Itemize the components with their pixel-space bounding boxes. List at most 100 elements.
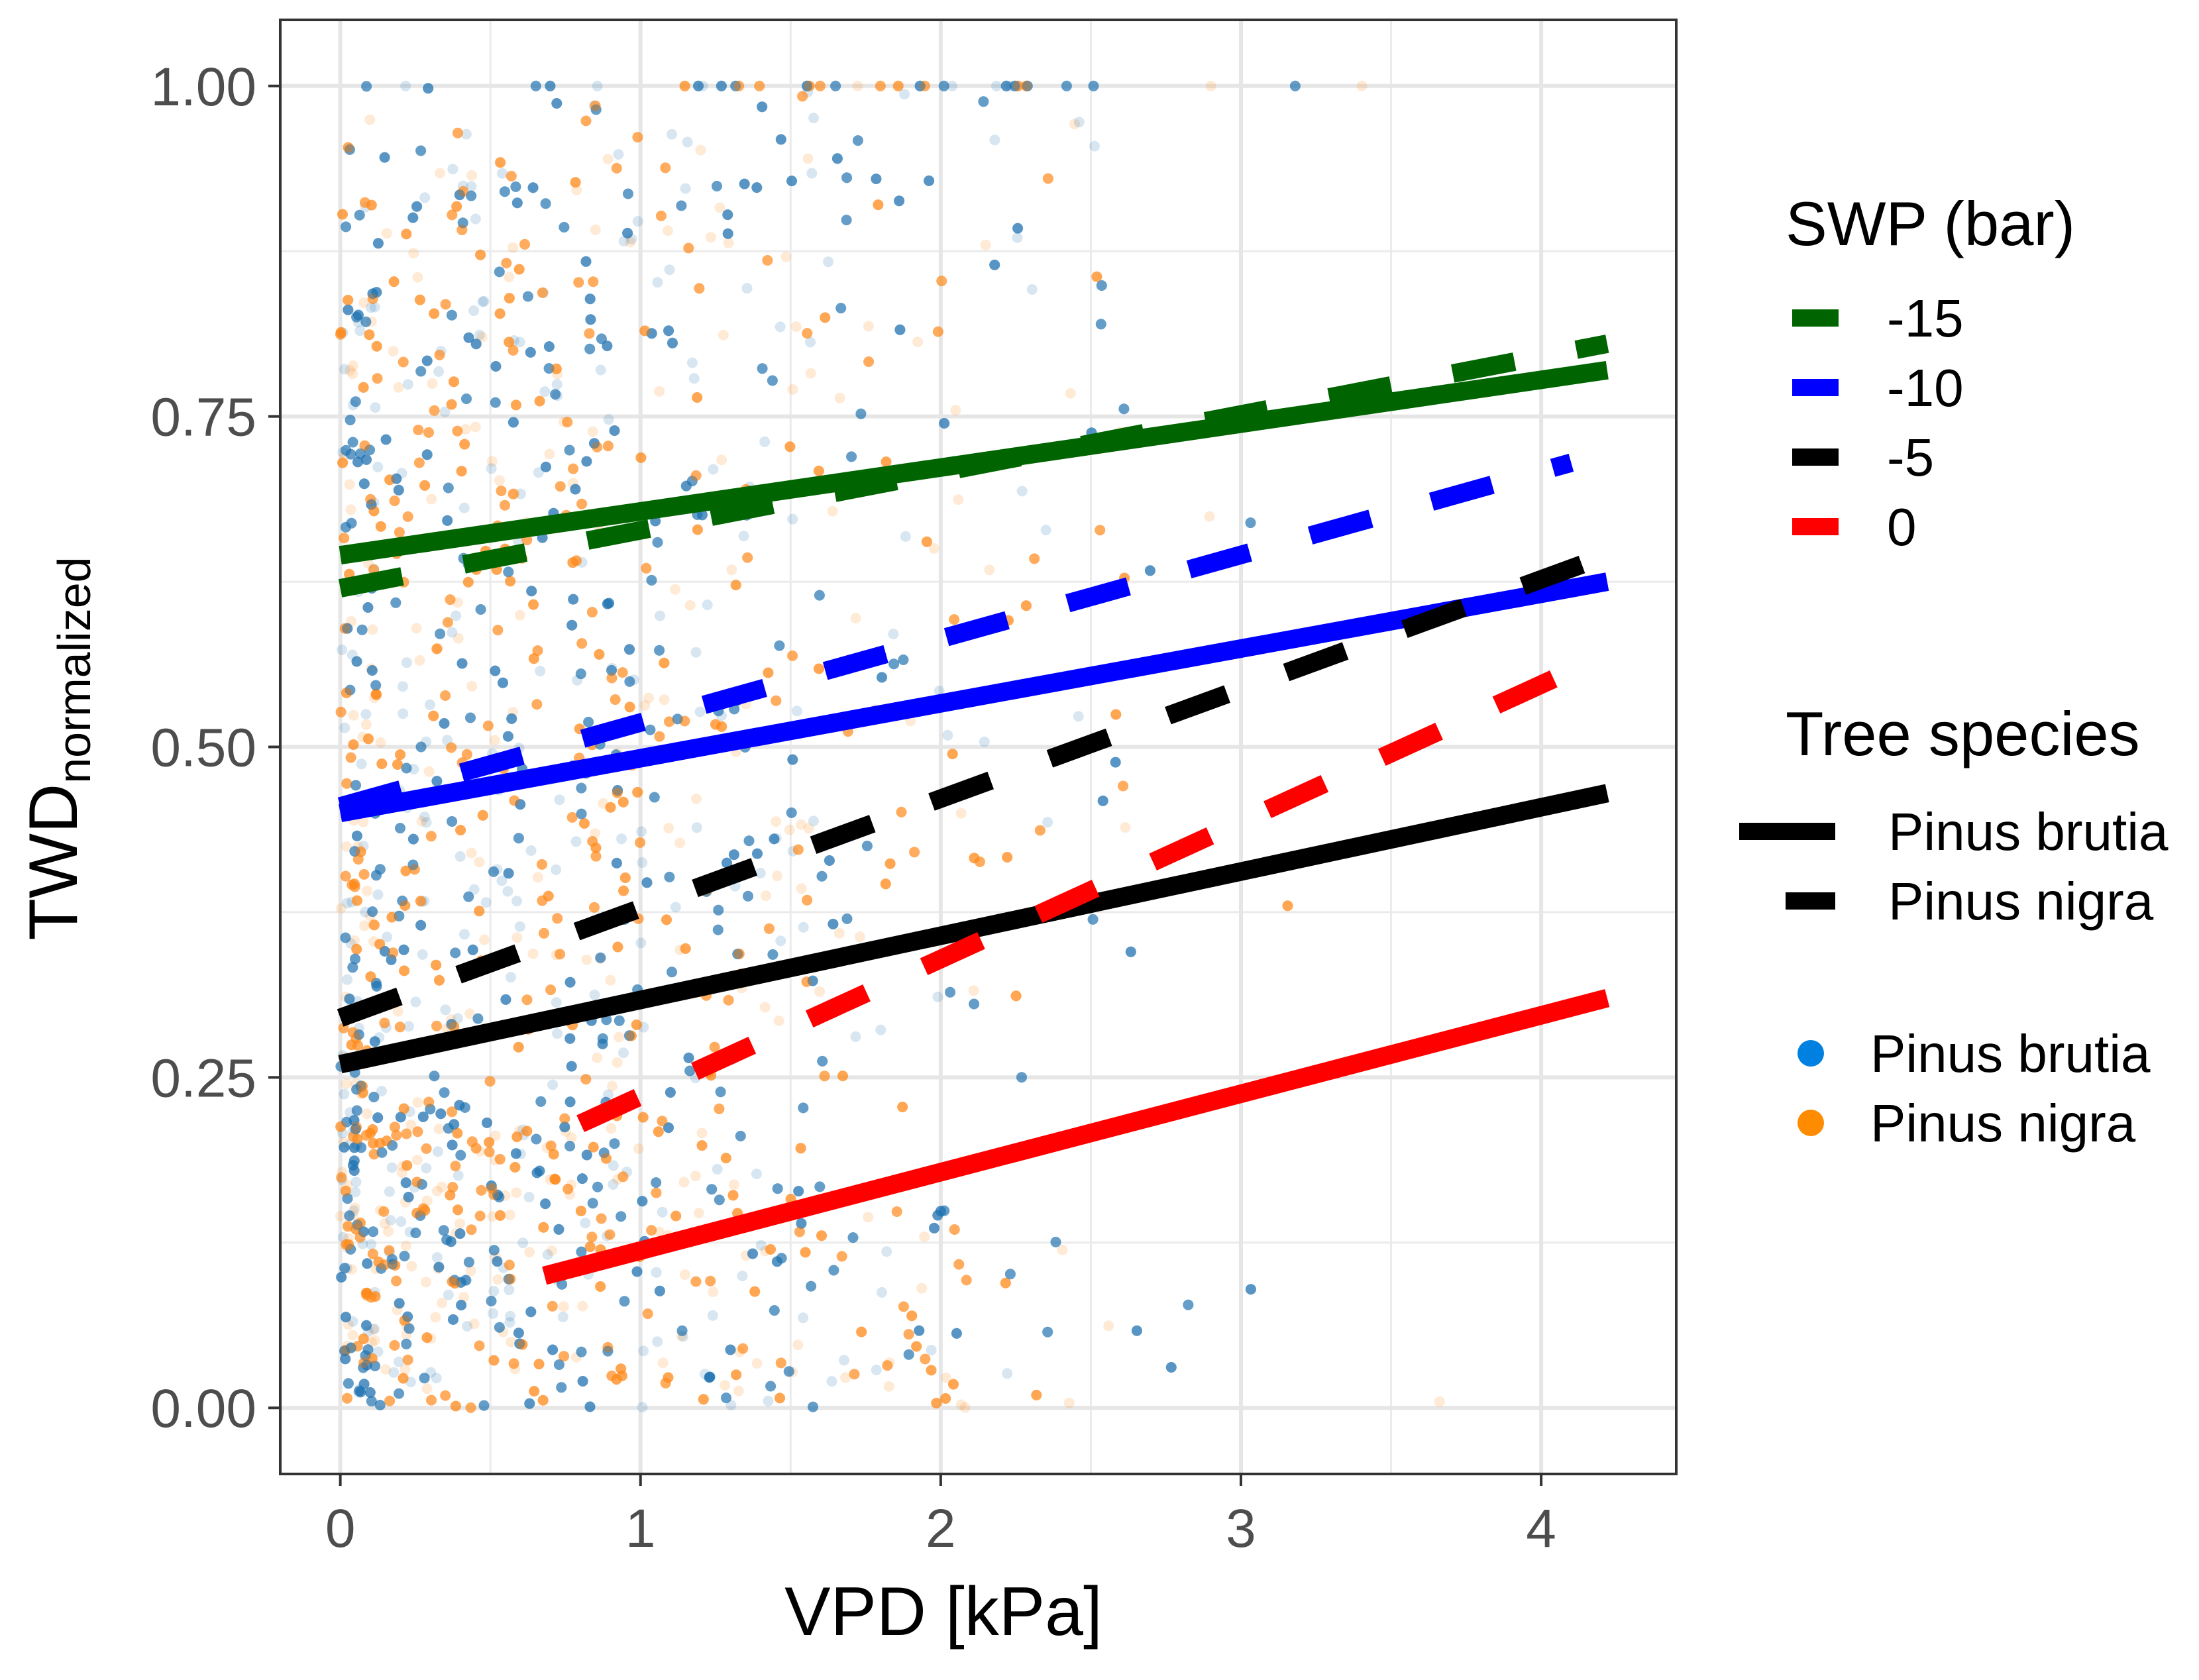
point-pinus-brutia — [728, 849, 739, 861]
point-pinus-brutia — [404, 1226, 415, 1237]
point-pinus-brutia — [496, 875, 508, 886]
point-pinus-brutia — [551, 379, 563, 390]
point-pinus-brutia — [370, 402, 381, 413]
point-pinus-brutia — [419, 1373, 430, 1384]
point-pinus-nigra — [612, 1174, 623, 1185]
point-pinus-brutia — [846, 451, 857, 462]
point-pinus-brutia — [339, 1088, 350, 1100]
point-pinus-brutia — [361, 454, 372, 465]
point-pinus-brutia — [522, 291, 533, 302]
point-pinus-brutia — [559, 1122, 570, 1133]
point-pinus-brutia — [796, 1218, 807, 1229]
point-pinus-nigra — [356, 1088, 366, 1100]
point-pinus-brutia — [513, 1328, 524, 1339]
point-pinus-brutia — [1125, 946, 1136, 957]
point-pinus-nigra — [452, 1128, 463, 1139]
point-pinus-nigra — [490, 1251, 502, 1263]
point-pinus-nigra — [383, 1226, 394, 1237]
point-pinus-nigra — [421, 1383, 433, 1394]
point-pinus-brutia — [737, 1271, 748, 1282]
point-pinus-nigra — [445, 594, 456, 605]
point-pinus-brutia — [847, 1232, 859, 1243]
point-pinus-brutia — [470, 213, 481, 225]
point-pinus-nigra — [1013, 80, 1024, 91]
point-pinus-nigra — [388, 947, 399, 959]
point-pinus-brutia — [680, 480, 692, 492]
point-pinus-nigra — [639, 325, 651, 337]
point-pinus-brutia — [989, 134, 1000, 146]
point-pinus-nigra — [368, 936, 379, 947]
point-pinus-nigra — [545, 1174, 556, 1185]
point-pinus-brutia — [401, 1338, 412, 1349]
point-pinus-nigra — [461, 749, 472, 760]
point-pinus-brutia — [347, 1316, 358, 1327]
point-pinus-brutia — [421, 449, 433, 460]
point-pinus-brutia — [732, 949, 743, 960]
point-pinus-nigra — [511, 1131, 523, 1143]
point-pinus-brutia — [407, 833, 419, 845]
point-pinus-brutia — [366, 1396, 377, 1407]
point-pinus-nigra — [392, 1304, 403, 1316]
point-pinus-brutia — [384, 1186, 395, 1197]
point-pinus-nigra — [632, 132, 643, 143]
point-pinus-nigra — [796, 819, 807, 830]
point-pinus-nigra — [339, 623, 350, 634]
point-pinus-brutia — [1131, 1325, 1142, 1336]
point-pinus-brutia — [439, 406, 451, 417]
point-pinus-nigra — [661, 914, 672, 925]
point-pinus-nigra — [405, 1120, 417, 1131]
point-pinus-brutia — [559, 222, 570, 233]
point-pinus-brutia — [530, 80, 541, 91]
point-pinus-brutia — [835, 303, 847, 314]
point-pinus-nigra — [761, 890, 772, 902]
point-pinus-brutia — [360, 1350, 371, 1361]
point-pinus-nigra — [389, 1339, 400, 1351]
point-pinus-nigra — [504, 1259, 515, 1271]
point-pinus-brutia — [708, 464, 719, 475]
point-pinus-nigra — [581, 954, 592, 965]
point-pinus-brutia — [871, 174, 882, 184]
point-pinus-nigra — [349, 878, 360, 890]
point-pinus-brutia — [367, 288, 378, 299]
point-pinus-nigra — [885, 858, 896, 869]
point-pinus-brutia — [580, 1218, 591, 1229]
point-pinus-nigra — [551, 363, 562, 374]
point-pinus-nigra — [432, 643, 443, 654]
point-pinus-brutia — [466, 190, 477, 201]
point-pinus-nigra — [423, 427, 434, 438]
point-pinus-brutia — [767, 949, 778, 960]
point-pinus-nigra — [856, 1326, 867, 1338]
point-pinus-brutia — [572, 674, 583, 686]
point-pinus-brutia — [595, 364, 606, 376]
point-pinus-nigra — [537, 1394, 549, 1406]
point-pinus-brutia — [828, 918, 839, 929]
point-pinus-nigra — [664, 716, 674, 727]
point-pinus-brutia — [894, 324, 906, 335]
point-pinus-brutia — [707, 1310, 718, 1321]
point-pinus-brutia — [502, 731, 513, 742]
point-pinus-brutia — [401, 657, 412, 668]
point-pinus-nigra — [490, 1130, 501, 1141]
point-pinus-brutia — [602, 1230, 612, 1241]
point-pinus-brutia — [345, 1342, 356, 1353]
point-pinus-brutia — [667, 129, 677, 140]
point-pinus-nigra — [600, 1153, 612, 1164]
point-pinus-nigra — [349, 935, 360, 946]
point-pinus-nigra — [586, 1232, 598, 1243]
point-pinus-nigra — [466, 847, 477, 859]
point-pinus-nigra — [1057, 1244, 1068, 1255]
point-pinus-nigra — [604, 1229, 616, 1240]
point-pinus-nigra — [733, 1385, 744, 1396]
point-pinus-nigra — [426, 1394, 437, 1406]
point-pinus-nigra — [513, 1041, 524, 1053]
point-pinus-nigra — [348, 739, 359, 750]
point-pinus-nigra — [683, 242, 694, 254]
point-pinus-nigra — [588, 1141, 599, 1153]
point-pinus-brutia — [352, 309, 364, 321]
point-pinus-nigra — [696, 1128, 708, 1139]
point-pinus-brutia — [393, 484, 404, 496]
point-pinus-brutia — [557, 1312, 568, 1322]
point-pinus-nigra — [710, 719, 721, 730]
point-pinus-brutia — [449, 1119, 460, 1130]
point-pinus-brutia — [396, 468, 407, 479]
